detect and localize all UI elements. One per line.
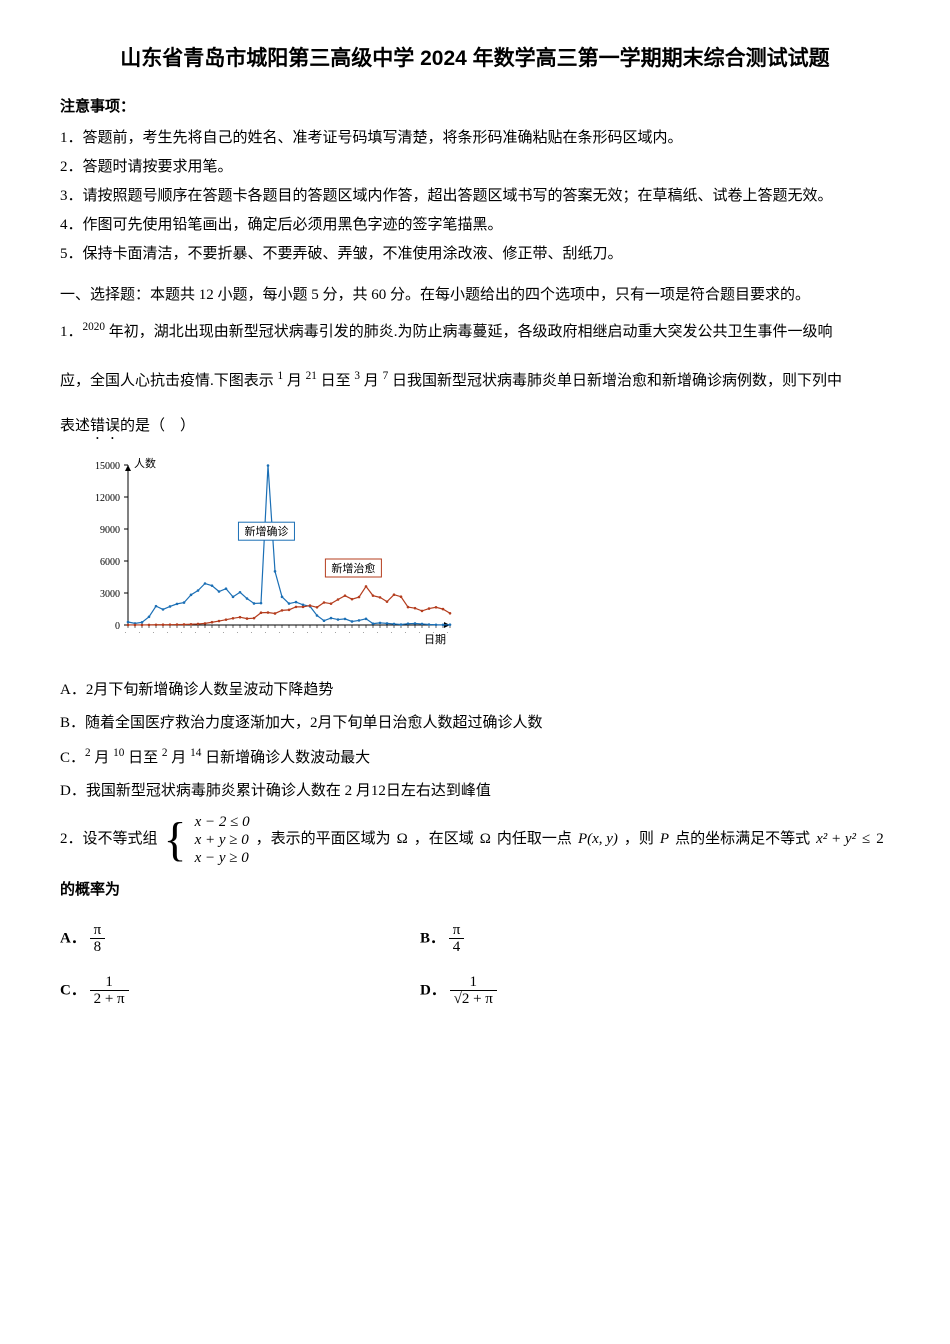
q1-text-b: 年初，湖北出现由新型冠状病毒引发的肺炎.为防止病毒蔓延，各级政府相继启动重大突发… bbox=[105, 324, 833, 340]
q2-stem-e: ，则 bbox=[624, 826, 654, 853]
brace-icon: { bbox=[164, 816, 187, 864]
q1-text-f: 月 bbox=[360, 373, 383, 389]
q2-P: P bbox=[660, 826, 669, 853]
svg-text:9000: 9000 bbox=[100, 525, 120, 536]
q2-sys-l1: x − 2 ≤ 0 bbox=[195, 813, 250, 831]
svg-text:日期: 日期 bbox=[424, 633, 446, 646]
q2-stem-a: 2．设不等式组 bbox=[60, 826, 158, 853]
q2-d-prefix: D． bbox=[420, 982, 446, 998]
instruction-5: 5．保持卡面清洁，不要折暴、不要弄破、弄皱，不准使用涂改液、修正带、刮纸刀。 bbox=[60, 241, 890, 268]
opt-a-prefix: A． bbox=[60, 682, 86, 698]
q1-option-c: C．2 月 10 日至 2 月 14 日新增确诊人数波动最大 bbox=[60, 743, 890, 772]
opt-d-t1: 月 bbox=[352, 783, 371, 799]
instruction-2: 2．答题时请按要求用笔。 bbox=[60, 154, 890, 181]
q2-a-prefix: A． bbox=[60, 930, 86, 946]
svg-text:3000: 3000 bbox=[100, 589, 120, 600]
q1-option-b: B．随着全国医疗救治力度逐渐加大，2月下旬单日治愈人数超过确诊人数 bbox=[60, 710, 890, 737]
q1-line2: 应，全国人心抗击疫情.下图表示 1 月 21 日至 3 月 7 日我国新型冠状病… bbox=[60, 366, 890, 395]
opt-c-text: 日新增确诊人数波动最大 bbox=[201, 750, 370, 766]
part1-header: 一、选择题：本题共 12 小题，每小题 5 分，共 60 分。在每小题给出的四个… bbox=[60, 282, 890, 309]
q2-omega2: Ω bbox=[480, 826, 491, 853]
instruction-3: 3．请按照题号顺序在答题卡各题目的答题区域内作答，超出答题区域书写的答案无效；在… bbox=[60, 183, 890, 210]
q2-line1: 2．设不等式组 { x − 2 ≤ 0 x + y ≥ 0 x − y ≥ 0 … bbox=[60, 813, 884, 867]
q2-ineq-op: ≤ bbox=[862, 826, 870, 853]
exam-title: 山东省青岛市城阳第三高级中学 2024 年数学高三第一学期期末综合测试试题 bbox=[60, 40, 890, 78]
opt-d-day: 12 bbox=[371, 783, 386, 799]
opt-a-text: 月下旬新增确诊人数呈波动下降趋势 bbox=[93, 682, 333, 698]
q1-num: 1． bbox=[60, 324, 83, 340]
q2-stem-b: ，表示的平面区域为 bbox=[256, 826, 391, 853]
opt-b-prefix: B．随着全国医疗救治力度逐渐加大， bbox=[60, 715, 310, 731]
q1-line1: 1．2020 年初，湖北出现由新型冠状病毒引发的肺炎.为防止病毒蔓延，各级政府相… bbox=[60, 317, 890, 346]
opt-d-month: 2 bbox=[345, 783, 353, 799]
q1-text-i: 的是（ ） bbox=[120, 418, 195, 434]
opt-d-prefix: D．我国新型冠状病毒肺炎累计确诊人数在 bbox=[60, 783, 345, 799]
svg-text:0: 0 bbox=[115, 621, 120, 632]
q2-b-frac: π 4 bbox=[449, 922, 465, 956]
opt-c-t1: 月 bbox=[91, 750, 114, 766]
q2-stem-g: 的概率为 bbox=[60, 877, 890, 904]
opt-c-prefix: C． bbox=[60, 750, 85, 766]
q2-a-frac: π 8 bbox=[90, 922, 106, 956]
q2-c-prefix: C． bbox=[60, 982, 86, 998]
notes-header: 注意事项： bbox=[60, 94, 890, 121]
q2-c-frac: 1 2 + π bbox=[90, 974, 129, 1008]
q2-stem-c: ，在区域 bbox=[414, 826, 474, 853]
q1-text-c: 应，全国人心抗击疫情.下图表示 bbox=[60, 373, 278, 389]
instruction-4: 4．作图可先使用铅笔画出，确定后必须用黑色字迹的签字笔描黑。 bbox=[60, 212, 890, 239]
q2-ineq-rhs: 2 bbox=[876, 826, 884, 853]
svg-text:人数: 人数 bbox=[134, 457, 156, 470]
opt-c-t2: 日至 bbox=[124, 750, 162, 766]
instruction-1: 1．答题前，考生先将自己的姓名、准考证号码填写清楚，将条形码准确粘贴在条形码区域… bbox=[60, 125, 890, 152]
q1-text-d: 月 bbox=[283, 373, 306, 389]
question-2: 2．设不等式组 { x − 2 ≤ 0 x + y ≥ 0 x − y ≥ 0 … bbox=[60, 813, 890, 1008]
opt-c-d2: 14 bbox=[190, 747, 201, 759]
q2-sys-l2: x + y ≥ 0 bbox=[195, 831, 250, 849]
q2-d-frac: 1 √2 + π bbox=[450, 974, 497, 1008]
q1-emph-error: 错误 bbox=[90, 418, 120, 434]
q2-a-den: 8 bbox=[90, 939, 106, 956]
q2-option-b: B． π 4 bbox=[420, 922, 780, 956]
q1-option-d: D．我国新型冠状病毒肺炎累计确诊人数在 2 月12日左右达到峰值 bbox=[60, 778, 890, 805]
q2-c-den: 2 + π bbox=[90, 991, 129, 1008]
q2-option-c: C． 1 2 + π bbox=[60, 974, 420, 1008]
svg-text:12000: 12000 bbox=[95, 493, 120, 504]
svg-text:6000: 6000 bbox=[100, 557, 120, 568]
q1-text-g: 日我国新型冠状病毒肺炎单日新增治愈和新增确诊病例数，则下列中 bbox=[388, 373, 842, 389]
q2-sys-l3: x − y ≥ 0 bbox=[195, 849, 250, 867]
q2-d-num: 1 bbox=[450, 974, 497, 992]
q1-line3: 表述错误的是（ ） bbox=[60, 413, 890, 443]
q2-d-den: √2 + π bbox=[450, 991, 497, 1008]
q2-c-num: 1 bbox=[90, 974, 129, 992]
q2-ineq-lhs: x² + y² bbox=[816, 826, 856, 853]
question-1: 1．2020 年初，湖北出现由新型冠状病毒引发的肺炎.为防止病毒蔓延，各级政府相… bbox=[60, 317, 890, 805]
opt-b-month: 2 bbox=[310, 715, 318, 731]
opt-d-text: 日左右达到峰值 bbox=[386, 783, 491, 799]
q1-year: 2020 bbox=[83, 321, 106, 333]
svg-text:新增确诊: 新增确诊 bbox=[244, 524, 288, 538]
q2-point: P(x, y) bbox=[578, 826, 618, 853]
opt-c-t3: 月 bbox=[168, 750, 191, 766]
q2-b-den: 4 bbox=[449, 939, 465, 956]
q2-option-a: A． π 8 bbox=[60, 922, 420, 956]
opt-b-text: 月下旬单日治愈人数超过确诊人数 bbox=[318, 715, 543, 731]
line-chart: 03000600090001200015000人数···············… bbox=[80, 455, 460, 665]
q2-a-num: π bbox=[90, 922, 106, 940]
q1-chart: 03000600090001200015000人数···············… bbox=[80, 455, 890, 665]
q1-d21: 21 bbox=[306, 370, 317, 382]
q2-omega1: Ω bbox=[397, 826, 408, 853]
q2-system: x − 2 ≤ 0 x + y ≥ 0 x − y ≥ 0 bbox=[195, 813, 250, 867]
opt-c-d1: 10 bbox=[113, 747, 124, 759]
q1-text-h: 表述 bbox=[60, 418, 90, 434]
svg-text:新增治愈: 新增治愈 bbox=[331, 561, 375, 575]
q1-option-a: A．2月下旬新增确诊人数呈波动下降趋势 bbox=[60, 677, 890, 704]
q2-stem-d: 内任取一点 bbox=[497, 826, 572, 853]
q2-stem-f: 点的坐标满足不等式 bbox=[675, 826, 810, 853]
q1-text-e: 日至 bbox=[317, 373, 355, 389]
q2-option-d: D． 1 √2 + π bbox=[420, 974, 780, 1008]
q2-b-prefix: B． bbox=[420, 930, 445, 946]
svg-text:15000: 15000 bbox=[95, 461, 120, 472]
q2-b-num: π bbox=[449, 922, 465, 940]
